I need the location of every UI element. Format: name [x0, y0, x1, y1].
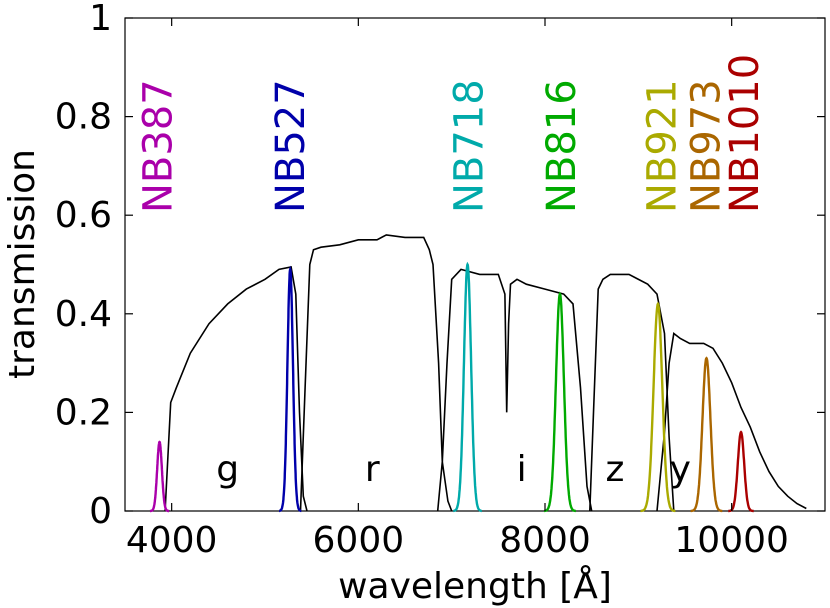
nb-label-NB718: NB718	[447, 79, 493, 213]
y-tick-label: 0.6	[55, 195, 112, 236]
curves-layer	[149, 234, 807, 513]
x-tick-label: 8000	[499, 520, 591, 561]
nb-label-NB973: NB973	[684, 79, 730, 213]
x-tick-label: 6000	[313, 520, 405, 561]
labels-layer: g r i z y NB387 NB527 NB718 NB816 NB921NB973NB101…	[136, 54, 768, 490]
nb-curve-NB527	[278, 265, 302, 513]
band-label-z: z	[606, 449, 625, 490]
band-label-g: g	[216, 449, 239, 490]
y-tick-label: 0.8	[55, 97, 112, 138]
nb-curve-NB387	[149, 440, 170, 513]
nb-label-NB387: NB387	[136, 79, 182, 213]
nb-label-NB527: NB527	[268, 79, 314, 213]
x-tick-label: 10000	[674, 520, 789, 561]
band-curve-g	[164, 266, 308, 512]
y-tick-label: 1	[89, 0, 112, 39]
band-curve-z	[589, 273, 675, 512]
nb-curve-NB1010	[728, 430, 754, 513]
nb-curve-NB921	[640, 301, 676, 513]
plot-frame	[124, 17, 826, 512]
nb-curve-NB973	[690, 356, 723, 513]
band-label-y: y	[670, 449, 691, 490]
nb-curve-NB718	[453, 261, 482, 513]
ticks-layer: 4000 6000 8000 10000 0 0.2 0.4 0.6 0.8 1	[55, 0, 825, 561]
y-tick-label: 0.2	[55, 392, 112, 433]
y-tick-label: 0	[89, 491, 112, 532]
nb-label-NB1010: NB1010	[722, 54, 768, 213]
y-axis-title: transmission	[2, 149, 43, 379]
band-curve-y	[656, 332, 807, 512]
band-label-r: r	[365, 449, 380, 490]
nb-label-NB816: NB816	[539, 79, 585, 213]
x-axis-title: wavelength [Å]	[338, 564, 612, 607]
band-label-i: i	[517, 449, 527, 490]
nb-curve-NB816	[544, 291, 576, 513]
nb-label-NB921: NB921	[640, 79, 686, 213]
band-curve-i	[436, 268, 593, 512]
band-curve-r	[299, 234, 453, 512]
x-tick-label: 4000	[126, 520, 218, 561]
y-tick-label: 0.4	[55, 294, 112, 335]
